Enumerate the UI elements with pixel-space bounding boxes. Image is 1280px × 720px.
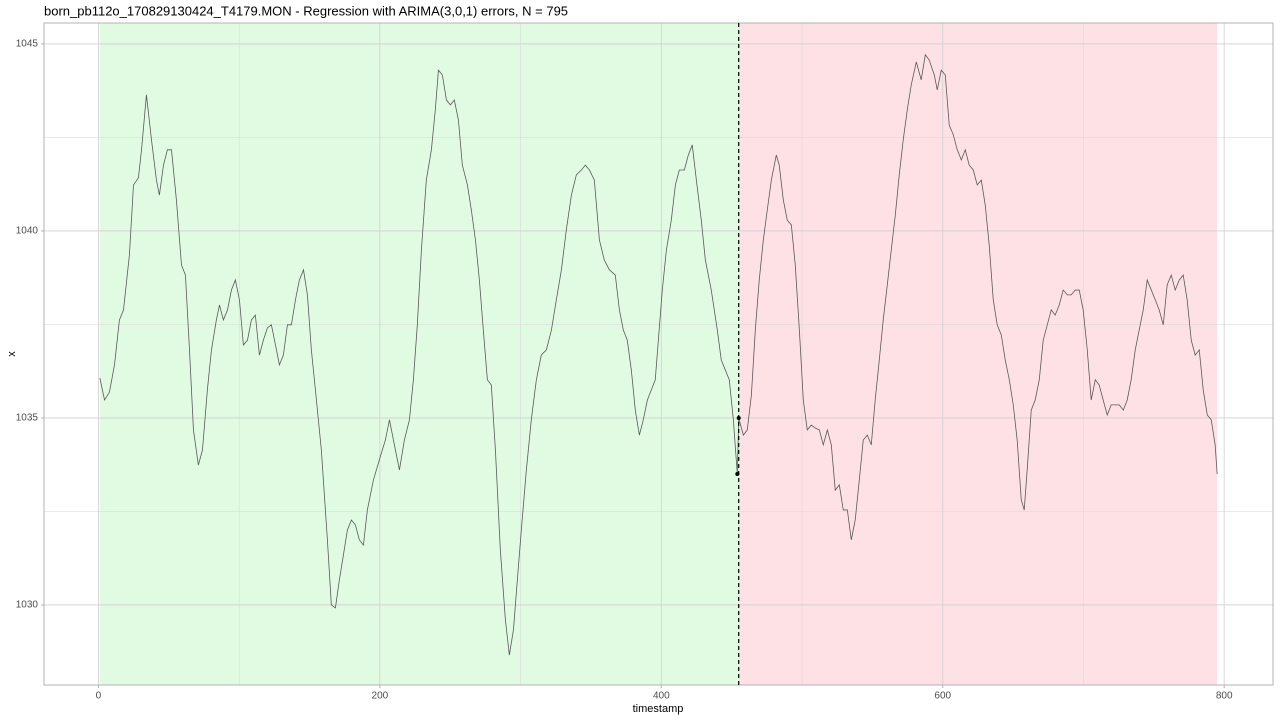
y-tick-label: 1030 bbox=[16, 600, 39, 611]
y-axis-title: x bbox=[6, 351, 18, 357]
y-tick-label: 1045 bbox=[16, 39, 39, 50]
y-tick-label: 1040 bbox=[16, 226, 39, 237]
changepoint-marker bbox=[735, 472, 740, 477]
x-tick-label: 200 bbox=[372, 691, 389, 702]
changepoint-marker bbox=[736, 415, 741, 420]
panel-border bbox=[43, 22, 1274, 686]
x-tick-label: 0 bbox=[96, 691, 102, 702]
y-tick-label: 1035 bbox=[16, 413, 39, 424]
x-axis-title: timestamp bbox=[633, 703, 684, 715]
segment-region bbox=[99, 23, 739, 685]
chart-title: born_pb112o_170829130424_T4179.MON - Reg… bbox=[44, 3, 568, 18]
data-line bbox=[99, 53, 1218, 656]
segment-region bbox=[738, 23, 1218, 685]
x-tick-label: 400 bbox=[653, 691, 670, 702]
x-tick-label: 600 bbox=[934, 691, 951, 702]
x-tick-label: 800 bbox=[1216, 691, 1233, 702]
